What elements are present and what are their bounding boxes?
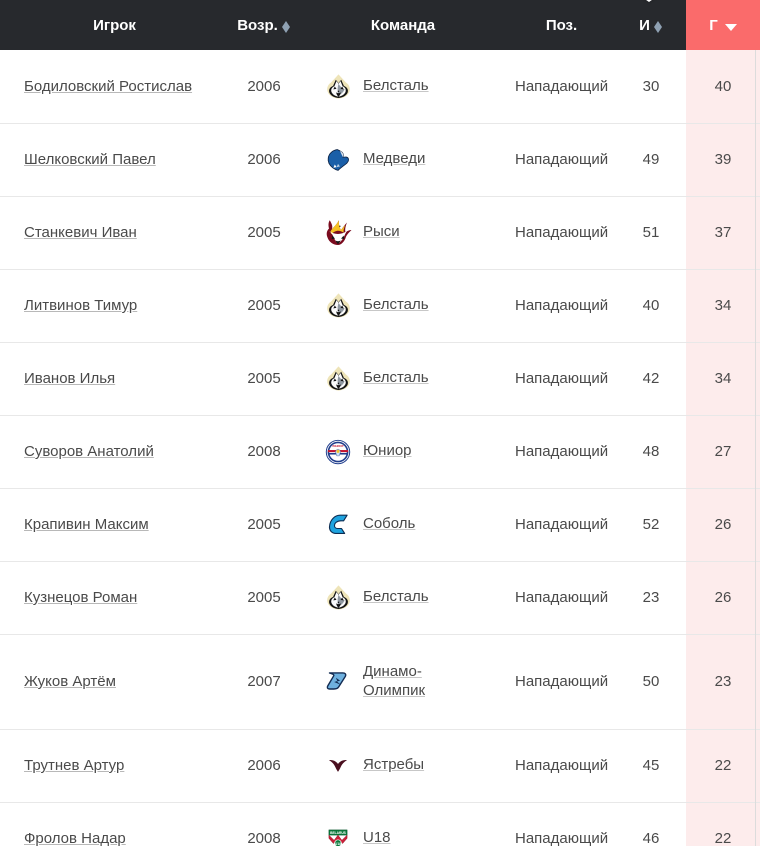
svg-text:U18: U18 [335, 841, 341, 845]
svg-text:BELARUS: BELARUS [330, 830, 347, 834]
svg-text:ММВСК: ММВСК [333, 456, 344, 460]
svg-text:ЮНИОР: ЮНИОР [333, 443, 344, 447]
